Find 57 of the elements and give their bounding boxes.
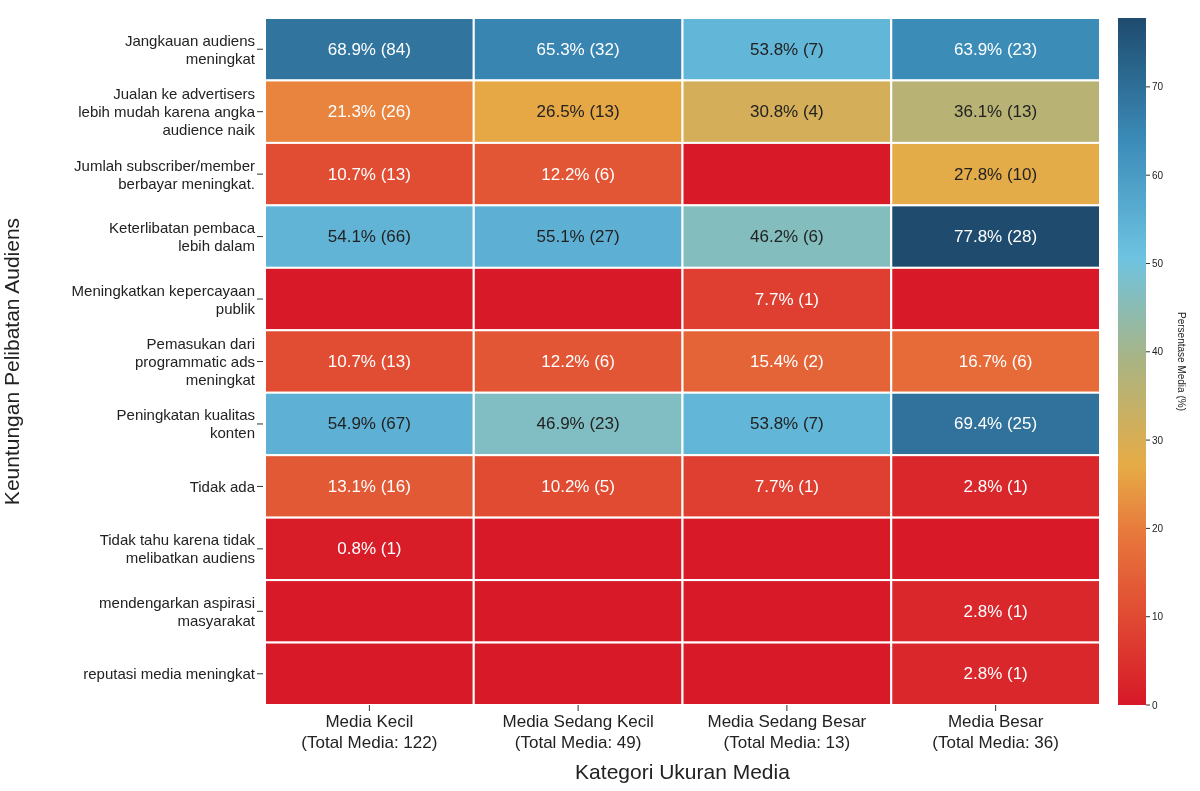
data-label: 54.9% (67) bbox=[327, 414, 411, 434]
y-axis-title: Keuntungan Pelibatan Audiens bbox=[0, 217, 24, 506]
y-tick-label: Jangkauan audiens meningkat bbox=[124, 31, 256, 67]
color-bar-label: 40 bbox=[1152, 346, 1164, 358]
data-label: 30.8% (4) bbox=[750, 102, 824, 122]
y-tick-label: reputasi media meningkat bbox=[83, 665, 256, 683]
data-label: 46.2% (6) bbox=[750, 227, 824, 247]
y-tick-label: Jumlah subscriber/member berbayar meningkat. bbox=[74, 156, 255, 192]
data-label: 10.7% (13) bbox=[327, 352, 411, 371]
y-tick-label: Peningkatan kualitas konten bbox=[116, 406, 255, 442]
data-label: 55.1% (27) bbox=[536, 227, 620, 247]
data-label: 15.4% (2) bbox=[750, 352, 824, 371]
data-label: 54.1% (66) bbox=[327, 227, 411, 247]
data-label: 2.8% (1) bbox=[963, 476, 1028, 496]
y-tick-label: Pemasukan dari programmatic ads meningkat bbox=[134, 335, 256, 388]
data-label: 12.2% (6) bbox=[541, 164, 615, 184]
data-label: 7.7% (1) bbox=[754, 289, 819, 309]
data-label: 46.9% (23) bbox=[536, 414, 620, 434]
color-bar-label: 60 bbox=[1152, 169, 1164, 181]
color-bar-label: 0 bbox=[1152, 699, 1158, 711]
data-label: 10.2% (5) bbox=[541, 476, 615, 496]
data-label: 77.8% (28) bbox=[954, 227, 1038, 247]
data-label: 21.3% (26) bbox=[327, 102, 411, 122]
data-label: 13.1% (16) bbox=[327, 476, 411, 496]
color-bar-label: 50 bbox=[1152, 257, 1164, 269]
x-tick-label: Media Sedang Kecil (Total Media: 49) bbox=[502, 712, 654, 752]
data-label: 53.8% (7) bbox=[750, 414, 824, 434]
data-label: 10.7% (13) bbox=[327, 164, 411, 184]
y-tick-label: Jualan ke advertisers lebih mudah karena angka audience naik bbox=[78, 85, 256, 139]
data-label: 7.7% (1) bbox=[754, 476, 819, 496]
x-tick-label: Media Kecil (Total Media: 122) bbox=[301, 712, 438, 752]
data-label: 2.8% (1) bbox=[963, 601, 1028, 621]
color-bar-label: 10 bbox=[1152, 611, 1164, 623]
x-axis-title: Kategori Ukuran Media bbox=[575, 760, 791, 783]
data-label: 65.3% (32) bbox=[536, 39, 620, 59]
data-label: 63.9% (23) bbox=[954, 39, 1038, 59]
x-tick-label: Media Sedang Besar (Total Media: 13) bbox=[707, 712, 867, 752]
y-tick-label: Keterlibatan pembaca lebih dalam bbox=[109, 219, 256, 255]
data-label: 16.7% (6) bbox=[958, 352, 1033, 371]
color-bar-label: 20 bbox=[1152, 522, 1164, 534]
data-label: 26.5% (13) bbox=[536, 102, 620, 122]
y-tick-label: Meningkatkan kepercayaan publik bbox=[71, 281, 256, 317]
y-tick-label: mendengarkan aspirasi masyarakat bbox=[99, 593, 256, 629]
data-label: 27.8% (10) bbox=[954, 164, 1038, 184]
data-label: 68.9% (84) bbox=[327, 39, 411, 59]
data-label: 69.4% (25) bbox=[954, 414, 1038, 434]
data-label: 2.8% (1) bbox=[963, 664, 1028, 684]
y-tick-label: Tidak ada bbox=[189, 477, 256, 495]
color-bar-title: Persentase Media (%) bbox=[1176, 312, 1187, 411]
color-bar-label: 70 bbox=[1152, 81, 1164, 93]
y-tick-label: Tidak tahu karena tidak melibatkan audiens bbox=[99, 531, 256, 567]
data-label: 12.2% (6) bbox=[541, 352, 615, 371]
color-bar-label: 30 bbox=[1152, 434, 1164, 446]
data-label: 0.8% (1) bbox=[337, 539, 402, 559]
x-tick-label: Media Besar (Total Media: 36) bbox=[932, 712, 1059, 752]
data-label: 36.1% (13) bbox=[954, 102, 1038, 122]
data-label: 53.8% (7) bbox=[750, 39, 824, 59]
